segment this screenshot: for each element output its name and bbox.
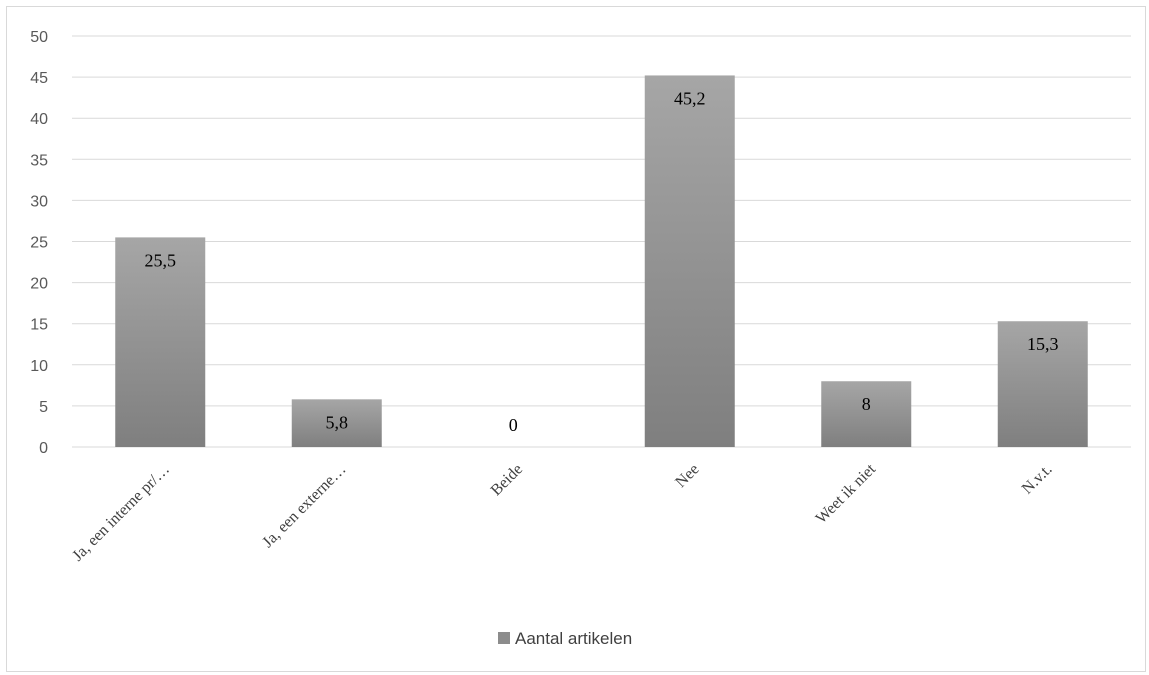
y-tick-label: 15 [30, 317, 48, 334]
x-tick-label: Beide [488, 461, 526, 499]
y-tick-label: 30 [30, 193, 48, 210]
y-tick-label: 25 [30, 235, 48, 252]
x-tick-label: Ja, een interne pr/… [69, 461, 173, 565]
data-label: 25,5 [145, 250, 177, 270]
x-axis: Ja, een interne pr/… Ja, een externe… Beid… [69, 460, 1055, 564]
legend: Aantal artikelen [498, 629, 632, 648]
x-tick-label: Ja, een externe… [259, 461, 349, 551]
bar [291, 399, 382, 447]
data-label: 8 [862, 394, 871, 414]
y-axis: 0 5 10 15 20 25 30 35 40 45 50 [30, 29, 48, 457]
y-tick-label: 35 [30, 152, 48, 169]
legend-label: Aantal artikelen [515, 629, 632, 648]
data-label: 45,2 [674, 88, 706, 108]
data-label: 5,8 [326, 412, 349, 432]
y-tick-label: 20 [30, 276, 48, 293]
y-tick-label: 10 [30, 358, 48, 375]
data-labels: 25,5 5,8 0 45,2 8 15,3 [145, 88, 1059, 435]
data-label: 15,3 [1027, 334, 1059, 354]
y-tick-label: 5 [39, 399, 48, 416]
bar [821, 381, 912, 447]
y-tick-label: 0 [39, 440, 48, 457]
x-tick-label: Nee [672, 461, 702, 491]
gridlines [72, 35, 1131, 448]
bar [115, 237, 206, 447]
y-tick-label: 40 [30, 111, 48, 128]
x-tick-label: N.v.t. [1019, 461, 1056, 498]
y-tick-label: 50 [30, 29, 48, 46]
data-label: 0 [509, 415, 518, 435]
x-tick-label: Weet ik niet [813, 460, 880, 527]
bar [997, 321, 1088, 447]
legend-swatch [498, 632, 510, 644]
bar [644, 75, 735, 448]
y-tick-label: 45 [30, 70, 48, 87]
bars [115, 75, 1088, 448]
